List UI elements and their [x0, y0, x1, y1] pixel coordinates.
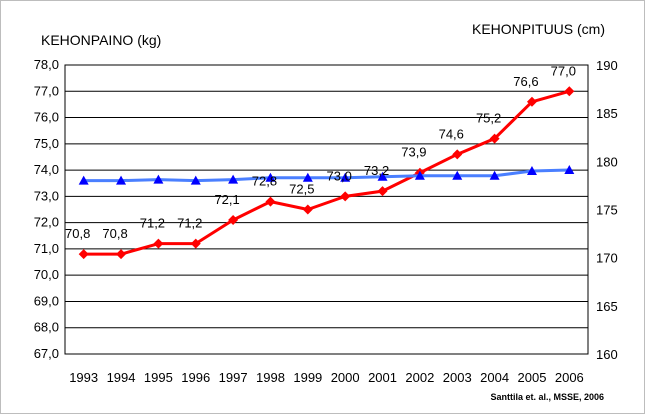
x-tick-label: 1998	[256, 370, 285, 385]
data-point	[78, 249, 89, 260]
x-tick-label: 2000	[331, 370, 360, 385]
data-label: 75,2	[476, 111, 501, 126]
source-note: Santtila et. al., MSSE, 2006	[490, 392, 604, 402]
left-tick-label: 71,0	[34, 241, 59, 256]
data-label: 76,6	[513, 74, 538, 89]
x-tick-label: 1997	[219, 370, 248, 385]
series-line-2	[83, 168, 570, 183]
right-axis-title: KEHONPITUUS (cm)	[472, 21, 605, 37]
data-point	[302, 172, 313, 182]
right-tick-label: 190	[596, 58, 618, 73]
left-tick-label: 69,0	[34, 293, 59, 308]
left-tick-label: 74,0	[34, 162, 59, 177]
data-point	[526, 165, 537, 175]
data-label: 77,0	[551, 63, 576, 78]
left-tick-label: 72,0	[34, 215, 59, 230]
x-tick-label: 1996	[181, 370, 210, 385]
data-point	[377, 186, 388, 197]
data-label: 71,2	[140, 216, 165, 231]
data-point	[564, 86, 575, 97]
data-label: 73,0	[327, 168, 352, 183]
data-point	[564, 165, 575, 175]
x-tick-label: 1999	[293, 370, 322, 385]
data-label: 73,2	[364, 163, 389, 178]
x-tick-label: 2003	[443, 370, 472, 385]
data-point	[340, 191, 351, 202]
data-point	[377, 171, 388, 181]
data-point	[265, 172, 276, 182]
data-point	[452, 170, 463, 180]
x-tick-label: 1994	[107, 370, 136, 385]
right-tick-label: 165	[596, 299, 618, 314]
data-point	[452, 149, 463, 160]
x-tick-label: 2002	[405, 370, 434, 385]
data-point	[302, 204, 313, 215]
data-label: 74,6	[439, 126, 464, 141]
series-layer	[78, 86, 575, 260]
data-point	[116, 249, 127, 260]
data-label: 71,2	[177, 216, 202, 231]
x-tick-label: 2001	[368, 370, 397, 385]
x-tick-label: 2006	[555, 370, 584, 385]
left-tick-label: 67,0	[34, 346, 59, 361]
left-tick-label: 77,0	[34, 83, 59, 98]
data-point	[340, 172, 351, 182]
x-tick-label: 1993	[69, 370, 98, 385]
data-point	[153, 174, 164, 184]
right-tick-label: 160	[596, 347, 618, 362]
data-point	[228, 215, 239, 226]
data-label: 72,1	[214, 192, 239, 207]
data-point	[265, 196, 276, 207]
data-point	[78, 175, 89, 185]
x-tick-label: 2004	[480, 370, 509, 385]
right-tick-labels: 160 165 170 175 180 185 190	[596, 58, 618, 362]
data-point	[153, 238, 164, 249]
gridlines	[65, 64, 588, 355]
data-point	[228, 174, 239, 184]
data-labels: 70,8 70,8 71,2 71,2 72,1 72,8 72,5 73,0 73,2 73,9…	[65, 63, 576, 241]
left-tick-label: 78,0	[34, 57, 59, 72]
data-point	[414, 170, 425, 180]
left-tick-label: 68,0	[34, 320, 59, 335]
x-tick-label: 2005	[518, 370, 547, 385]
series-line-1	[83, 89, 570, 256]
x-tick-labels: 1993 1994 1995 1996 1997 1998 1999 2000 2001 2002…	[69, 370, 584, 385]
data-label: 73,9	[401, 145, 426, 160]
right-tick-label: 175	[596, 203, 618, 218]
data-point	[190, 175, 201, 185]
data-point	[116, 175, 127, 185]
data-label: 70,8	[65, 226, 90, 241]
data-point	[526, 96, 537, 107]
left-tick-label: 73,0	[34, 188, 59, 203]
data-label: 72,5	[289, 182, 314, 197]
left-tick-labels: 67,0 68,0 69,0 70,0 71,0 72,0 73,0 74,0 75,0 76,0…	[34, 57, 59, 361]
left-tick-label: 76,0	[34, 110, 59, 125]
left-tick-label: 70,0	[34, 267, 59, 282]
left-tick-label: 75,0	[34, 136, 59, 151]
plot-area	[64, 64, 589, 355]
data-point	[190, 238, 201, 249]
data-label: 72,8	[252, 174, 277, 189]
data-point	[489, 133, 500, 144]
right-tick-label: 180	[596, 154, 618, 169]
data-point	[489, 170, 500, 180]
right-tick-label: 185	[596, 106, 618, 121]
x-tick-label: 1995	[144, 370, 173, 385]
left-axis-title: KEHONPAINO (kg)	[41, 32, 161, 48]
data-label: 70,8	[102, 226, 127, 241]
right-tick-label: 170	[596, 251, 618, 266]
